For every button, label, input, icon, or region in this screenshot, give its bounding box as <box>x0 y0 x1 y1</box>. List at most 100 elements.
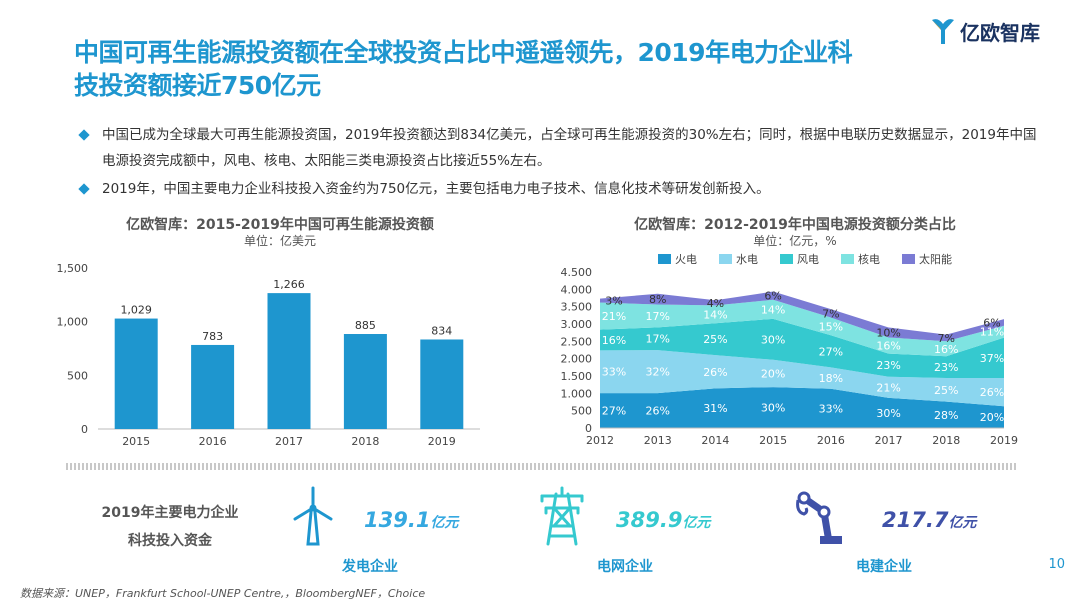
amount-unit: 亿元 <box>682 515 711 531</box>
amount-unit: 亿元 <box>948 515 977 531</box>
area-value-label: 6% <box>983 316 1000 329</box>
area-value-label: 26% <box>980 386 1004 399</box>
area-value-label: 33% <box>602 366 626 379</box>
area-value-label: 15% <box>819 320 843 333</box>
bar-chart: 0 500 1,000 1,500 1,029 2015 783 2016 1,266 2017 8… <box>57 262 480 448</box>
area-layer-风电 <box>600 318 1004 379</box>
area-value-label: 11% <box>980 326 1004 339</box>
x-tick-label: 2013 <box>644 434 672 447</box>
enterprise-label-construction: 电建企业 <box>856 559 912 575</box>
legend-label: 太阳能 <box>919 252 952 266</box>
legend-swatch <box>780 254 793 264</box>
y-tick-label: 2.500 <box>561 335 593 348</box>
enterprise-label-grid: 电网企业 <box>597 559 653 575</box>
area-value-label: 30% <box>761 333 785 346</box>
area-value-label: 23% <box>934 361 958 374</box>
area-value-label: 30% <box>761 402 785 415</box>
x-tick-label: 2016 <box>817 434 845 447</box>
x-tick-label: 2014 <box>701 434 729 447</box>
area-layer-太阳能 <box>600 291 1004 342</box>
area-value-label: 16% <box>876 340 900 353</box>
source-note: 数据来源：UNEP，Frankfurt School-UNEP Centre,，… <box>20 587 426 600</box>
area-value-label: 10% <box>876 326 900 339</box>
legend-swatch <box>902 254 915 264</box>
area-value-label: 27% <box>819 345 843 358</box>
robot-arm-icon <box>796 491 842 544</box>
area-value-label: 14% <box>703 308 727 321</box>
amount-construction: 217.7亿元 <box>882 508 976 532</box>
area-value-label: 23% <box>876 359 900 372</box>
y-tick-label: 1,000 <box>57 316 89 329</box>
area-value-label: 3% <box>605 295 622 308</box>
legend-swatch <box>658 254 671 264</box>
bar-value-label: 1,266 <box>273 278 305 291</box>
x-tick-label: 2015 <box>122 435 150 448</box>
enterprise-label-generation: 发电企业 <box>342 559 398 575</box>
area-value-label: 33% <box>819 402 843 415</box>
amount-value: 139.1 <box>364 508 431 532</box>
wind-turbine-icon <box>293 486 333 546</box>
page-number: 10 <box>1048 557 1065 572</box>
area-value-label: 26% <box>645 405 669 418</box>
area-value-label: 16% <box>602 334 626 347</box>
y-tick-label: 1.500 <box>561 370 593 383</box>
x-tick-label: 2015 <box>759 434 787 447</box>
power-tower-icon <box>540 486 584 546</box>
y-tick-label: 0 <box>585 422 592 435</box>
area-value-label: 14% <box>761 303 785 316</box>
area-layer-火电 <box>600 387 1004 428</box>
y-tick-label: 2.000 <box>561 353 593 366</box>
amount-value: 389.9 <box>616 508 683 532</box>
bar <box>420 339 464 429</box>
area-value-label: 25% <box>703 333 727 346</box>
bar-value-label: 834 <box>431 324 452 337</box>
x-tick-label: 2019 <box>428 435 456 448</box>
y-tick-label: 500 <box>67 369 88 382</box>
bar-chart-unit: 单位：亿美元 <box>243 234 316 248</box>
area-value-label: 21% <box>602 310 626 323</box>
area-value-label: 17% <box>645 310 669 323</box>
amount-unit: 亿元 <box>430 515 459 531</box>
y-tick-label: 500 <box>571 405 592 418</box>
legend-label: 风电 <box>797 253 819 266</box>
area-value-label: 31% <box>703 402 727 415</box>
area-chart-title: 亿欧智库：2012-2019年中国电源投资额分类占比 <box>634 217 956 233</box>
diamond-bullet-icon <box>78 129 90 141</box>
bar-value-label: 783 <box>202 330 223 343</box>
area-layer-核电 <box>600 299 1004 357</box>
area-value-label: 20% <box>761 367 785 380</box>
bar-chart-title: 亿欧智库：2015-2019年中国可再生能源投资额 <box>126 217 434 233</box>
legend-label: 核电 <box>858 252 880 266</box>
section-divider <box>66 463 1018 470</box>
bullet-text: 2019年，中国主要电力企业科技投入资金约为750亿元，主要包括电力电子技术、信… <box>102 181 770 197</box>
y-tick-label: 1,500 <box>57 262 89 275</box>
area-value-label: 7% <box>938 332 955 345</box>
legend-label: 火电 <box>675 253 697 266</box>
area-value-label: 8% <box>649 293 666 306</box>
logo-mark-icon <box>932 19 954 44</box>
amount-generation: 139.1亿元 <box>364 508 458 532</box>
area-value-label: 6% <box>764 290 781 303</box>
investment-label-line1: 2019年主要电力企业 <box>101 505 239 521</box>
bullet-item: 中国已成为全球最大可再生能源投资国，2019年投资额达到834亿美元，占全球可再… <box>78 122 1038 174</box>
bullet-item: 2019年，中国主要电力企业科技投入资金约为750亿元，主要包括电力电子技术、信… <box>78 176 1038 202</box>
x-tick-label: 2017 <box>275 435 303 448</box>
y-tick-label: 1.000 <box>561 387 593 400</box>
y-tick-label: 3.500 <box>561 301 593 314</box>
y-tick-label: 3.000 <box>561 318 593 331</box>
bar <box>267 293 311 429</box>
area-value-label: 7% <box>822 307 839 320</box>
bar-value-label: 1,029 <box>120 304 152 317</box>
area-value-label: 21% <box>876 381 900 394</box>
legend-swatch <box>719 254 732 264</box>
area-value-label: 28% <box>934 409 958 422</box>
x-tick-label: 2018 <box>351 435 379 448</box>
bar <box>191 344 235 429</box>
area-value-label: 30% <box>876 407 900 420</box>
bullet-text: 中国已成为全球最大可再生能源投资国，2019年投资额达到834亿美元，占全球可再… <box>102 127 1037 169</box>
x-tick-label: 2019 <box>990 434 1018 447</box>
y-tick-label: 4.000 <box>561 283 593 296</box>
page-title: 中国可再生能源投资额在全球投资占比中遥遥领先，2019年电力企业科技投资额接近7… <box>74 38 853 100</box>
area-value-label: 25% <box>934 384 958 397</box>
area-value-label: 16% <box>934 343 958 356</box>
